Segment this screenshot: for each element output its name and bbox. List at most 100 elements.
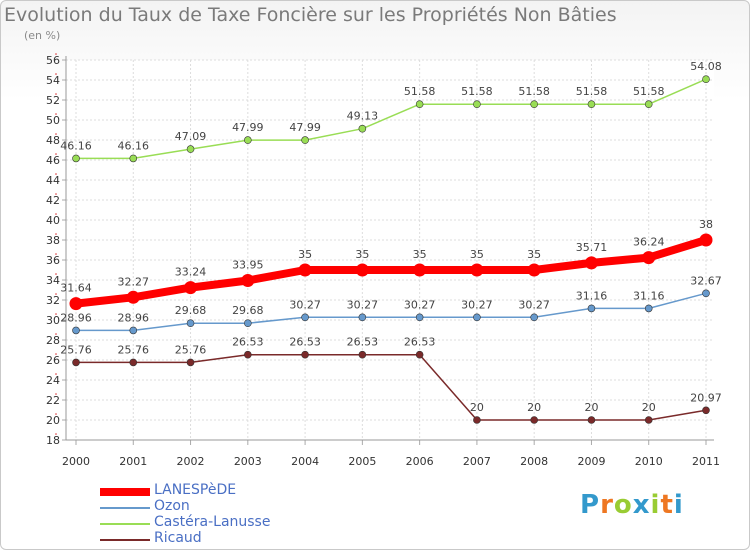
data-label: 33.24 bbox=[175, 266, 207, 279]
data-label: 30.27 bbox=[518, 298, 550, 311]
legend-label: Castéra-Lanusse bbox=[154, 514, 271, 530]
y-tick-label: 52 bbox=[46, 94, 60, 107]
data-point bbox=[530, 100, 538, 108]
y-tick-label: 28 bbox=[46, 334, 60, 347]
data-point bbox=[301, 136, 309, 144]
axis-dot bbox=[55, 373, 57, 375]
data-label: 49.13 bbox=[347, 110, 379, 123]
plot-area bbox=[66, 60, 714, 440]
logo-letter: t bbox=[660, 490, 674, 520]
data-label: 51.58 bbox=[461, 85, 493, 98]
y-tick-label: 56 bbox=[46, 54, 60, 67]
data-label: 32.27 bbox=[118, 275, 150, 288]
y-tick-label: 46 bbox=[46, 154, 60, 167]
axis-dot bbox=[55, 333, 57, 335]
data-point bbox=[72, 154, 80, 163]
data-label: 51.58 bbox=[576, 85, 608, 98]
y-tick-label: 18 bbox=[46, 434, 60, 447]
series-line-cast-ra-lanusse bbox=[76, 78, 707, 160]
series-line-lanesp-de bbox=[75, 236, 708, 308]
data-label: 28.96 bbox=[118, 311, 150, 324]
series-line-ricaud bbox=[76, 353, 707, 421]
proxiti-logo: Proxiti bbox=[580, 490, 684, 520]
data-point bbox=[72, 358, 80, 367]
x-tick-label: 2007 bbox=[463, 455, 491, 468]
data-point bbox=[587, 416, 596, 424]
axis-dot bbox=[55, 153, 57, 155]
data-point bbox=[186, 319, 195, 328]
chart-title: Evolution du Taux de Taxe Foncière sur l… bbox=[4, 4, 617, 26]
y-tick-label: 40 bbox=[46, 214, 60, 227]
data-label: 36.24 bbox=[633, 236, 665, 249]
y-tick-label: 44 bbox=[46, 174, 60, 187]
data-label: 35.71 bbox=[576, 241, 608, 254]
data-label: 47.99 bbox=[232, 121, 264, 134]
x-tick-label: 2004 bbox=[291, 455, 319, 468]
data-label: 26.53 bbox=[404, 336, 436, 349]
y-tick-label: 30 bbox=[46, 314, 60, 327]
logo-letter: o bbox=[613, 490, 633, 520]
data-label: 26.53 bbox=[289, 336, 321, 349]
data-label: 31.16 bbox=[633, 289, 665, 302]
data-point bbox=[584, 256, 598, 270]
data-label: 51.58 bbox=[633, 85, 665, 98]
data-point bbox=[126, 290, 140, 304]
logo-letter: x bbox=[632, 490, 651, 520]
data-label: 47.99 bbox=[289, 121, 321, 134]
y-tick-label: 26 bbox=[46, 354, 60, 367]
x-tick-label: 2006 bbox=[406, 455, 434, 468]
data-point bbox=[186, 145, 195, 153]
logo-letter: r bbox=[600, 490, 614, 520]
data-point bbox=[642, 251, 656, 265]
data-point bbox=[129, 358, 138, 367]
legend-label: Ricaud bbox=[154, 530, 202, 546]
axis-dot bbox=[55, 253, 57, 255]
data-point bbox=[644, 100, 653, 108]
data-label: 46.16 bbox=[60, 139, 92, 152]
data-point bbox=[473, 313, 481, 322]
axis-dot bbox=[55, 73, 57, 75]
data-label: 51.58 bbox=[518, 85, 550, 98]
logo-letter: P bbox=[580, 490, 601, 520]
axis-dot bbox=[55, 233, 57, 235]
data-label: 30.27 bbox=[289, 298, 321, 311]
data-label: 30.27 bbox=[404, 298, 436, 311]
data-label: 33.95 bbox=[232, 259, 264, 272]
axis-dot bbox=[55, 53, 57, 55]
data-point bbox=[355, 263, 369, 277]
data-label: 25.76 bbox=[175, 343, 207, 356]
data-point bbox=[72, 326, 80, 335]
data-label: 20 bbox=[584, 401, 598, 414]
data-label: 26.53 bbox=[232, 336, 264, 349]
y-tick-label: 36 bbox=[46, 254, 60, 267]
data-label: 31.64 bbox=[60, 282, 92, 295]
data-point bbox=[587, 304, 596, 313]
data-point bbox=[244, 350, 252, 359]
y-tick-label: 50 bbox=[46, 114, 60, 127]
data-point bbox=[415, 350, 424, 359]
data-point bbox=[301, 313, 309, 322]
data-point bbox=[470, 263, 484, 277]
data-point bbox=[241, 274, 255, 287]
data-point bbox=[587, 100, 596, 108]
data-label: 20 bbox=[527, 401, 541, 414]
data-label: 47.09 bbox=[175, 130, 207, 143]
series-line-ozon bbox=[76, 292, 707, 332]
axis-dot bbox=[55, 173, 57, 175]
data-label: 20 bbox=[642, 401, 656, 414]
data-label: 25.76 bbox=[60, 343, 92, 356]
axis-dot bbox=[55, 413, 57, 415]
y-tick-label: 24 bbox=[46, 374, 60, 387]
data-point bbox=[413, 263, 427, 277]
data-point bbox=[473, 100, 481, 108]
data-point bbox=[699, 233, 713, 247]
data-point bbox=[530, 416, 538, 424]
data-label: 30.27 bbox=[347, 298, 379, 311]
data-point bbox=[415, 313, 424, 322]
data-label: 38 bbox=[699, 218, 713, 231]
x-tick-label: 2003 bbox=[234, 455, 262, 468]
data-point bbox=[129, 326, 138, 335]
data-label: 31.16 bbox=[576, 289, 608, 302]
legend-swatch bbox=[100, 488, 150, 496]
data-point bbox=[298, 263, 312, 277]
